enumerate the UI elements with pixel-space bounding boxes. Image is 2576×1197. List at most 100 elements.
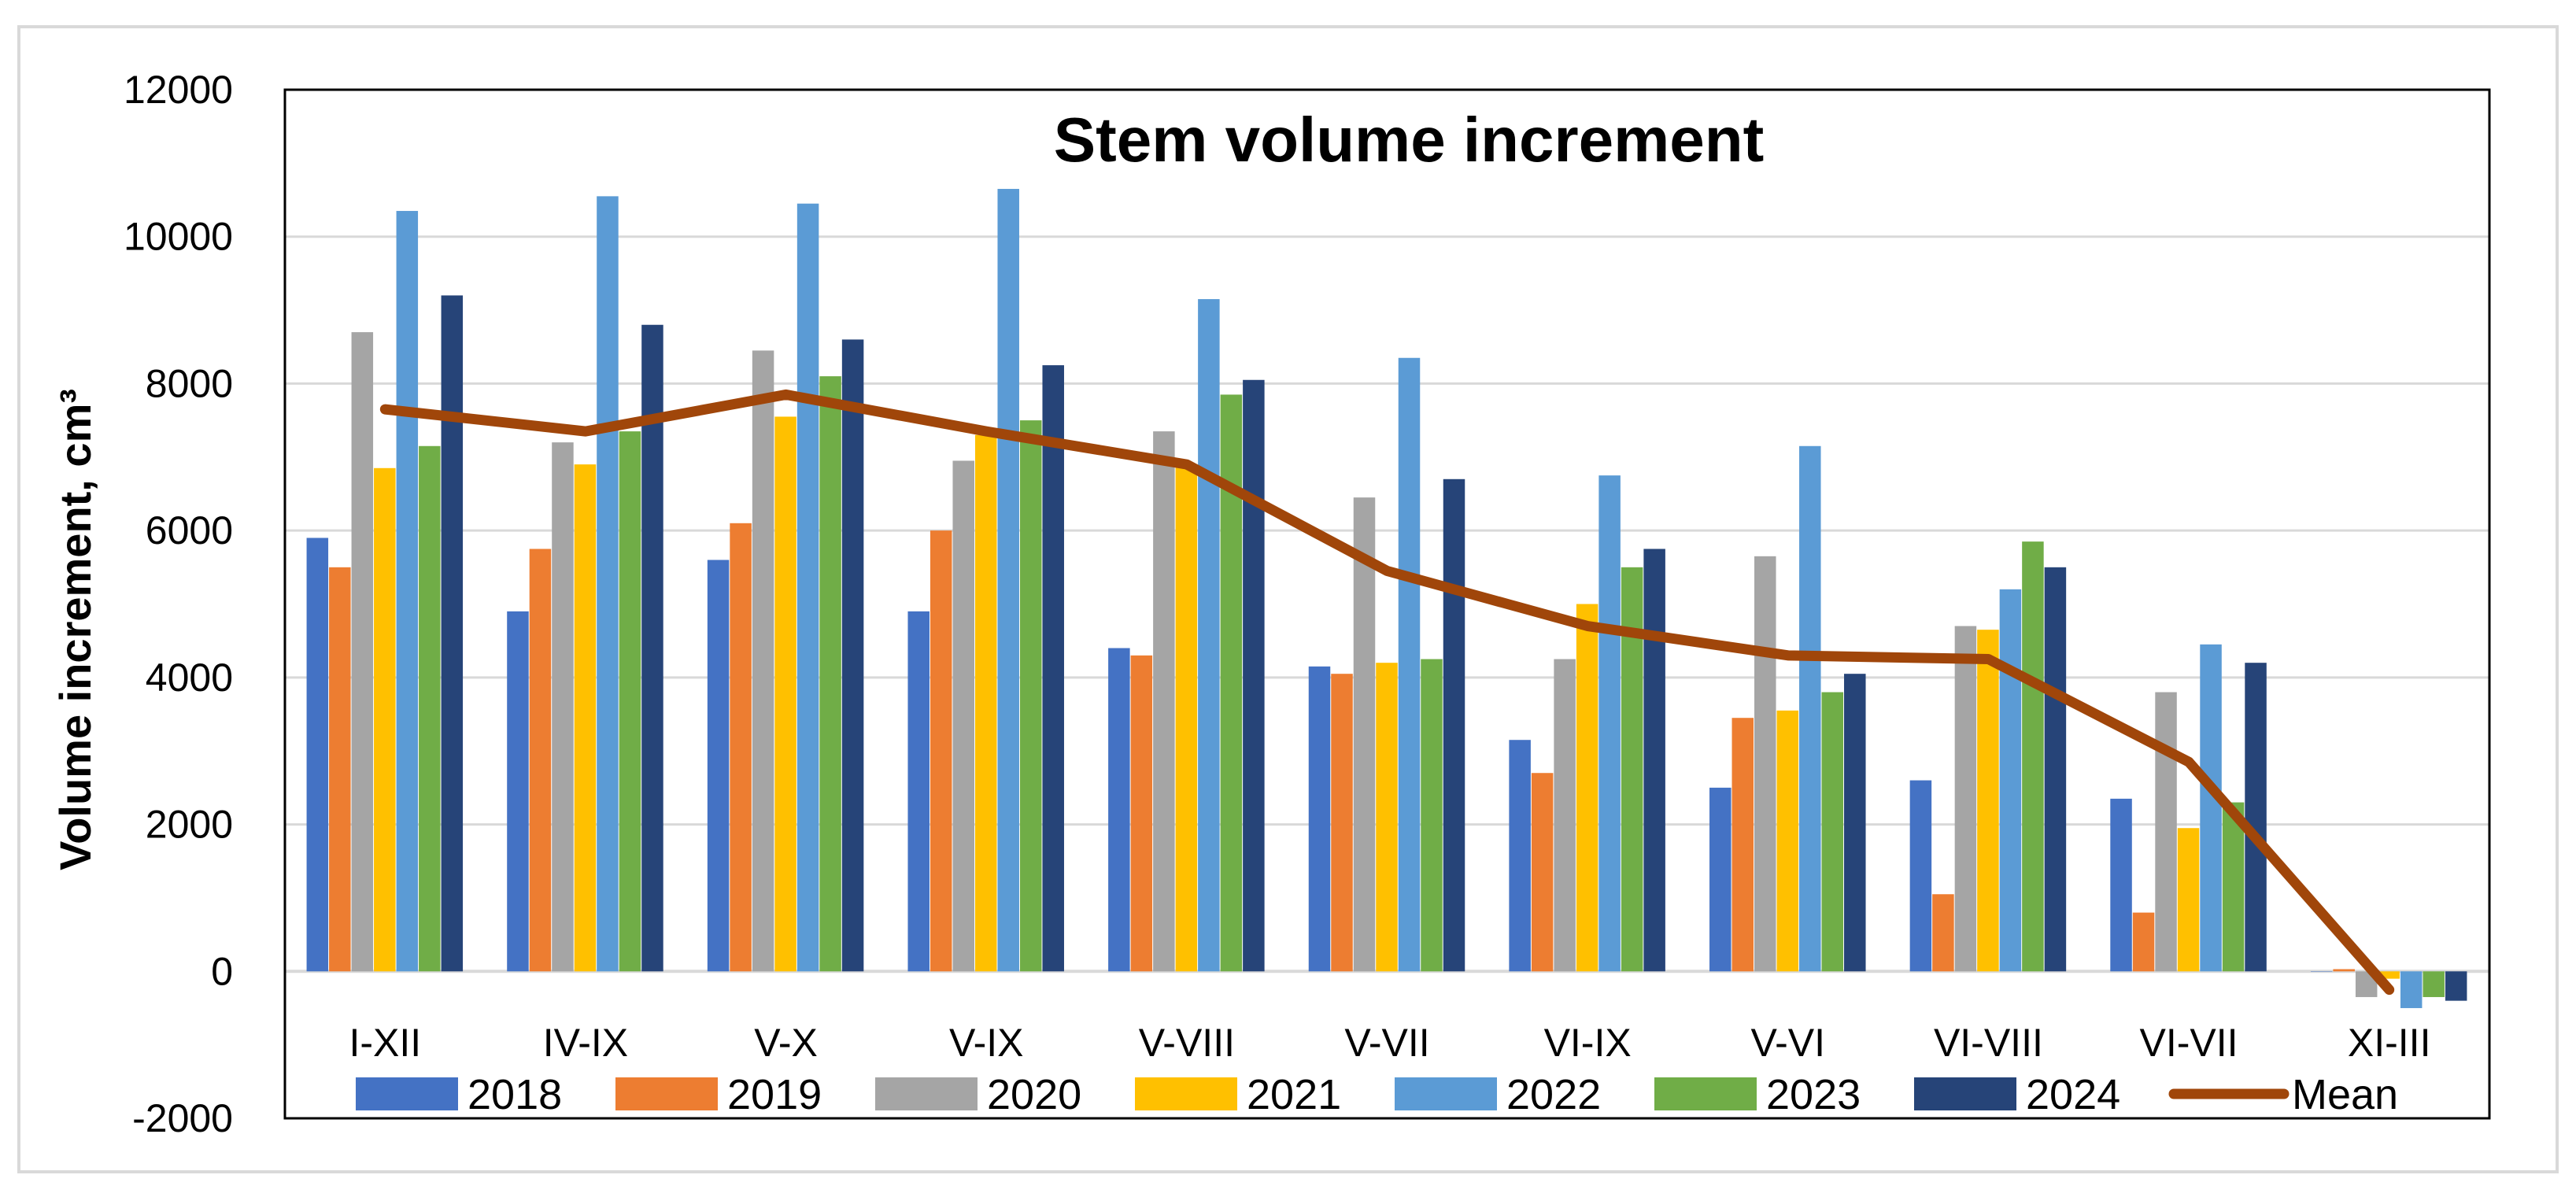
legend-swatch-2019 [615, 1077, 718, 1110]
y-tick-label: 8000 [146, 361, 233, 405]
bar-2023-V-VII [1421, 659, 1443, 972]
bar-2021-V-IX [974, 434, 997, 972]
bar-2020-I-XII [351, 332, 374, 972]
y-tick-label: 10000 [124, 215, 233, 259]
x-category-label: V-VIII [1139, 1021, 1235, 1065]
bar-2020-VI-IX [1554, 659, 1576, 972]
legend-label: 2024 [2026, 1071, 2120, 1118]
bar-2018-V-VII [1308, 666, 1331, 972]
bar-2022-VI-VII [2200, 644, 2222, 972]
bar-2021-VI-VIII [1977, 630, 1999, 972]
bar-2018-IV-IX [507, 611, 529, 972]
bar-2020-VI-VIII [1954, 626, 1977, 972]
y-axis-label: Volume increment, cm³ [50, 389, 100, 870]
mean-line-group [379, 389, 2395, 996]
bar-2024-V-X [841, 339, 864, 972]
x-category-label: VI-VII [2140, 1021, 2238, 1065]
x-category-label: V-X [754, 1021, 818, 1065]
bar-2019-I-XII [329, 567, 351, 972]
bar-2022-I-XII [396, 211, 419, 972]
bar-2020-VI-VII [2155, 692, 2177, 972]
legend-swatch-2023 [1654, 1077, 1757, 1110]
plot-area-border [283, 88, 2491, 1120]
bar-2024-V-VIII [1243, 379, 1265, 972]
bar-2018-VI-VII [2110, 798, 2132, 972]
x-category-label: VI-VIII [1934, 1021, 2043, 1065]
bars [306, 189, 2467, 1008]
bar-2018-V-X [707, 560, 730, 972]
chart-title: Stem volume increment [1054, 105, 1765, 175]
bar-2021-VI-VII [2177, 828, 2200, 972]
bar-2023-V-IX [1019, 420, 1042, 972]
bar-2024-VI-VIII [2044, 567, 2067, 972]
legend-label: 2022 [1506, 1071, 1601, 1118]
legend-label: 2019 [727, 1071, 822, 1118]
bar-2020-V-X [752, 350, 774, 972]
bar-2021-VI-IX [1576, 604, 1598, 972]
bar-2019-VI-VIII [1932, 894, 1954, 972]
bar-2018-V-IX [907, 611, 930, 972]
bar-2021-IV-IX [574, 464, 597, 972]
bar-2020-V-IX [952, 460, 974, 972]
legend-swatch-2024 [1914, 1077, 2016, 1110]
bar-2023-VI-VII [2222, 802, 2245, 972]
legend-swatch-2021 [1135, 1077, 1237, 1110]
bar-2023-I-XII [419, 445, 441, 972]
bar-2019-IV-IX [529, 549, 552, 972]
bar-2024-XI-III [2445, 971, 2467, 1001]
bar-2020-V-VII [1353, 497, 1376, 972]
bar-2022-V-X [796, 203, 819, 972]
y-tick-label: -2000 [132, 1096, 233, 1140]
x-category-label: I-XII [349, 1021, 421, 1065]
bar-2021-V-VI [1776, 710, 1799, 972]
bar-2023-XI-III [2423, 971, 2445, 997]
x-category-label: V-VI [1751, 1021, 1825, 1065]
legend-swatch-2022 [1395, 1077, 1497, 1110]
y-axis-ticks: -2000 0 2000 4000 6000 8000 10000 12000 [124, 68, 233, 1140]
legend-swatch-2020 [875, 1077, 978, 1110]
bar-2018-V-VI [1709, 787, 1732, 972]
bar-2023-V-VI [1821, 692, 1844, 972]
legend-label: 2023 [1766, 1071, 1861, 1118]
x-category-label: IV-IX [543, 1021, 628, 1065]
legend-label: 2021 [1247, 1071, 1341, 1118]
bar-2019-VI-IX [1531, 773, 1554, 972]
x-category-label: XI-III [2348, 1021, 2431, 1065]
x-axis-categories: I-XII IV-IX V-X V-IX V-VIII V-VII VI-IX V-VI VI-… [349, 1021, 2430, 1065]
x-category-label: V-VII [1344, 1021, 1429, 1065]
bar-2024-IV-IX [641, 324, 663, 972]
bar-2019-V-X [730, 523, 752, 972]
bar-2021-XI-III [2378, 971, 2400, 979]
legend: 2018 2019 2020 2021 2022 2023 2024 Mean [356, 1071, 2398, 1118]
bar-2022-XI-III [2400, 971, 2423, 1008]
bar-2022-V-IX [997, 189, 1019, 972]
legend-swatch-2018 [356, 1077, 458, 1110]
bar-2018-XI-III [2310, 971, 2333, 972]
y-tick-label: 12000 [124, 68, 233, 112]
bar-2023-V-X [819, 376, 841, 972]
mean-line [379, 389, 2395, 996]
bar-2021-V-VIII [1175, 464, 1198, 972]
bar-2022-VI-VIII [1999, 589, 2022, 972]
y-tick-label: 6000 [146, 508, 233, 552]
bar-2021-I-XII [374, 467, 396, 972]
bar-2024-VI-IX [1643, 549, 1665, 972]
bar-2020-V-VIII [1153, 431, 1175, 972]
bar-2022-V-VII [1398, 357, 1421, 972]
bar-2022-IV-IX [597, 196, 619, 972]
bar-2019-V-IX [930, 530, 952, 972]
y-tick-label: 0 [211, 949, 233, 993]
y-tick-label: 4000 [146, 656, 233, 700]
x-category-label: VI-IX [1544, 1021, 1632, 1065]
bar-2021-V-VII [1376, 663, 1398, 972]
bar-2018-VI-IX [1509, 740, 1531, 972]
bar-2019-VI-VII [2132, 912, 2155, 972]
legend-label: 2020 [987, 1071, 1081, 1118]
bar-2024-I-XII [441, 295, 464, 972]
bar-2024-V-VI [1844, 674, 1866, 972]
bar-2020-IV-IX [552, 442, 574, 972]
bar-2022-V-VIII [1198, 299, 1220, 972]
bar-2022-V-VI [1799, 445, 1821, 972]
